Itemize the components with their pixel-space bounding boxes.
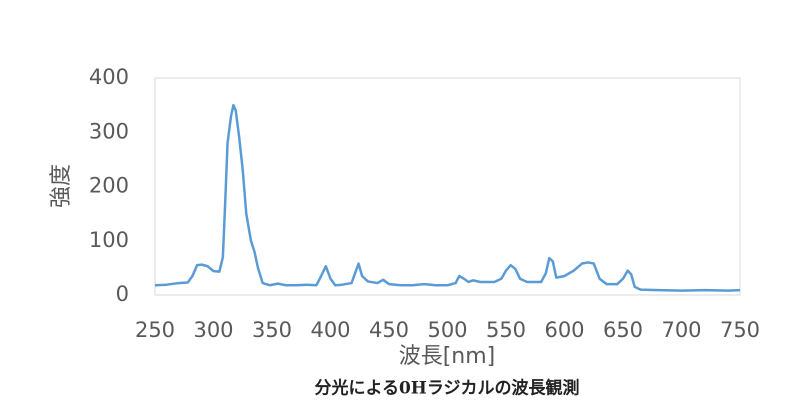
x-axis-title: 波長[nm]	[399, 344, 496, 369]
y-tick-label: 300	[89, 119, 129, 143]
y-tick-label: 0	[116, 282, 129, 306]
x-tick-label: 300	[193, 318, 233, 342]
x-tick-label: 750	[720, 318, 760, 342]
data-line	[154, 103, 741, 292]
x-tick-label: 350	[252, 318, 292, 342]
x-tick-label: 550	[486, 318, 526, 342]
x-tick-label: 600	[544, 318, 584, 342]
x-tick-label: 500	[427, 318, 467, 342]
y-tick-label: 100	[89, 228, 129, 252]
chart-title: 分光による0Hラジカルの波長観測	[314, 378, 579, 399]
x-tick-label: 250	[135, 318, 175, 342]
x-tick-label: 650	[603, 318, 643, 342]
x-tick-label: 700	[661, 318, 701, 342]
y-tick-label: 400	[89, 65, 129, 89]
x-tick-label: 400	[310, 318, 350, 342]
y-axis-title: 強度	[49, 164, 74, 208]
x-tick-label: 450	[369, 318, 409, 342]
y-tick-label: 200	[89, 174, 129, 198]
plot-frame	[154, 77, 741, 296]
